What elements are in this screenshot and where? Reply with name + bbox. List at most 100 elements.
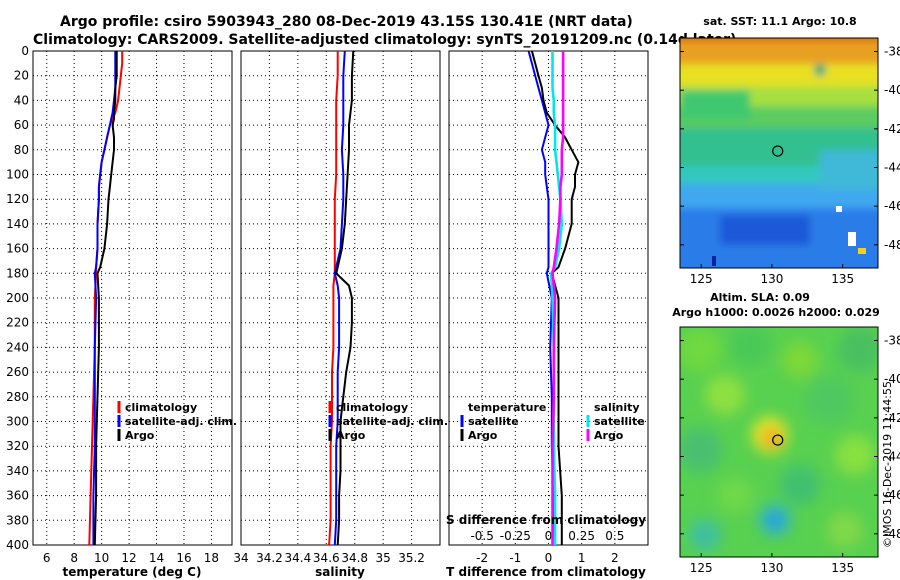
depth-tick-label: 200 xyxy=(6,291,29,305)
legend-label-argo: Argo xyxy=(125,429,155,442)
temperature-x-tick-label: 8 xyxy=(70,551,78,565)
depth-tick-label: 220 xyxy=(6,316,29,330)
s-difference-axis-label: S difference from climatology xyxy=(446,513,646,527)
map-lon-tick-label: 130 xyxy=(760,561,783,575)
depth-tick-label: 280 xyxy=(6,390,29,404)
s-difference-x-tick-label: 0.5 xyxy=(605,529,624,543)
sla-map-title-1: Altim. SLA: 0.09 xyxy=(710,291,810,304)
salinity-legend: climatology satellite-adj. clim. Argo xyxy=(328,401,448,442)
salinity-series-climatology xyxy=(328,51,339,546)
map-lat-tick-label: -48 xyxy=(884,238,900,252)
depth-tick-label: 240 xyxy=(6,340,29,354)
t-difference-axis-label: T difference from climatology xyxy=(446,565,646,579)
difference-series-temperature-argo xyxy=(530,50,580,545)
temperature-x-tick-label: 12 xyxy=(121,551,136,565)
legend-label-satellite: satellite-adj. clim. xyxy=(125,415,237,428)
temperature-panel-frame xyxy=(32,50,233,546)
x-axes: 6 8 10 12 14 16 18 34 34.2 34.4 34.6 34.8 35 35.2 -2 -1… xyxy=(43,529,624,565)
difference-x-tick-label: 1 xyxy=(578,551,586,565)
map-lat-tick-label: -38 xyxy=(884,334,900,348)
depth-tick-label: 260 xyxy=(6,365,29,379)
sst-map-frame xyxy=(679,37,879,269)
depth-tick-label: 400 xyxy=(6,538,29,552)
temperature-series-satellite-adj-clim- xyxy=(92,51,117,545)
map-lat-tick-label: -40 xyxy=(884,372,900,386)
map-lat-tick-label: -42 xyxy=(884,122,900,136)
map-lat-tick-label: -46 xyxy=(884,488,900,502)
temperature-legend: climatology satellite-adj. clim. Argo xyxy=(117,401,237,442)
map-lon-tick-label: 135 xyxy=(831,272,854,286)
map-lon-tick-label: 125 xyxy=(690,272,713,286)
difference-x-tick-label: 2 xyxy=(611,551,619,565)
difference-x-tick-label: -1 xyxy=(509,551,521,565)
salinity-x-tick-label: 35.2 xyxy=(398,551,425,565)
difference-legend: temperature satellite Argo salinity sate… xyxy=(460,401,645,442)
depth-tick-label: 100 xyxy=(6,168,29,182)
map-lat-tick-label: -42 xyxy=(884,411,900,425)
legend-title-temperature: temperature xyxy=(468,401,546,414)
sla-map-frame xyxy=(679,326,879,558)
title-line-1: Argo profile: csiro 5903943_280 08-Dec-2… xyxy=(60,14,633,30)
depth-tick-label: 40 xyxy=(14,93,29,107)
depth-axis: 0 20 40 60 80 100 120 140 160 180 200 220 240 260 280 3… xyxy=(6,44,29,552)
salinity-x-tick-label: 35 xyxy=(376,551,391,565)
map-lon-tick-label: 130 xyxy=(760,272,783,286)
legend-label-t-argo: Argo xyxy=(468,429,498,442)
depth-tick-label: 180 xyxy=(6,266,29,280)
legend-label-climatology: climatology xyxy=(125,401,197,414)
depth-tick-label: 140 xyxy=(6,217,29,231)
sst-map-axes: 125 130 135 -38 -40 -42 -44 -46 -48 xyxy=(680,45,900,286)
map-lat-tick-label: -44 xyxy=(884,160,900,174)
salinity-x-tick-label: 34.6 xyxy=(313,551,340,565)
depth-tick-label: 360 xyxy=(6,489,29,503)
s-difference-x-tick-label: -0.5 xyxy=(470,529,493,543)
salinity-axis-label: salinity xyxy=(315,565,365,579)
temperature-x-tick-label: 16 xyxy=(176,551,191,565)
map-lat-tick-label: -44 xyxy=(884,449,900,463)
difference-series-temperature-satellite xyxy=(527,50,557,546)
difference-x-tick-label: 0 xyxy=(545,551,553,565)
salinity-series-satellite-adj-clim- xyxy=(333,50,346,546)
temperature-x-tick-label: 18 xyxy=(204,551,219,565)
salinity-x-tick-label: 34.2 xyxy=(256,551,283,565)
sla-map-axes: 125 130 135 -38 -40 -42 -44 -46 -48 xyxy=(680,334,900,575)
depth-tick-label: 300 xyxy=(6,415,29,429)
depth-tick-label: 0 xyxy=(21,44,29,58)
difference-x-tick-label: -2 xyxy=(476,551,488,565)
legend-title-salinity: salinity xyxy=(594,401,640,414)
s-difference-x-tick-label: -0.25 xyxy=(500,529,531,543)
salinity-series-argo xyxy=(335,50,355,546)
salinity-x-tick-label: 34.4 xyxy=(284,551,311,565)
map-lat-tick-label: -48 xyxy=(884,527,900,541)
depth-tick-label: 320 xyxy=(6,439,29,453)
depth-tick-label: 380 xyxy=(6,513,29,527)
legend-label-s-satellite: satellite xyxy=(594,415,645,428)
map-lat-tick-label: -46 xyxy=(884,199,900,213)
map-lat-tick-label: -38 xyxy=(884,45,900,59)
depth-tick-label: 120 xyxy=(6,192,29,206)
temperature-series-argo xyxy=(93,51,118,546)
map-lon-tick-label: 135 xyxy=(831,561,854,575)
legend-label-t-satellite: satellite xyxy=(468,415,519,428)
map-lat-tick-label: -40 xyxy=(884,83,900,97)
depth-tick-label: 80 xyxy=(14,143,29,157)
depth-tick-label: 60 xyxy=(14,118,29,132)
argo-location-marker xyxy=(772,434,784,446)
title-line-2: Climatology: CARS2009. Satellite-adjuste… xyxy=(33,32,736,48)
difference-series-salinity-argo xyxy=(551,51,565,545)
sst-map-field xyxy=(680,38,878,268)
salinity-x-tick-label: 34 xyxy=(233,551,248,565)
s-difference-x-tick-label: 0.25 xyxy=(568,529,595,543)
legend-label-argo: Argo xyxy=(336,429,366,442)
temperature-axis-label: temperature (deg C) xyxy=(63,565,202,579)
sla-map-title-2: Argo h1000: 0.0026 h2000: 0.029 xyxy=(672,306,880,319)
map-lon-tick-label: 125 xyxy=(690,561,713,575)
temperature-x-tick-label: 6 xyxy=(43,551,51,565)
argo-location-marker xyxy=(772,145,784,157)
sla-map-field xyxy=(680,327,878,557)
depth-tick-label: 20 xyxy=(14,69,29,83)
temperature-x-tick-label: 10 xyxy=(94,551,109,565)
sst-map-title: sat. SST: 11.1 Argo: 10.8 xyxy=(703,15,856,28)
temperature-x-tick-label: 14 xyxy=(149,551,164,565)
